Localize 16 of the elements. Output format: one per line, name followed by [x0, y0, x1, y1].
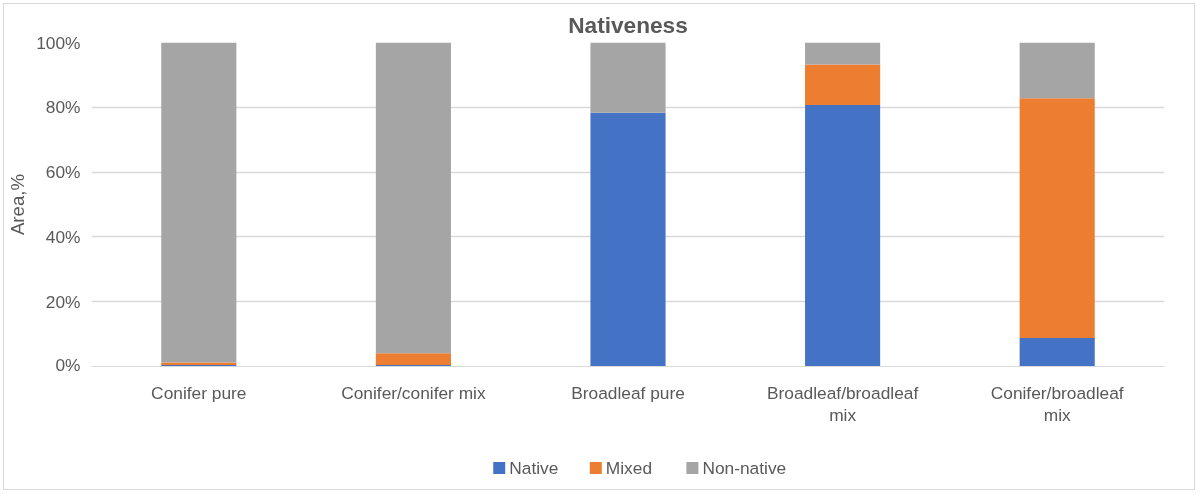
legend-label: Mixed	[605, 458, 653, 478]
y-tick-label: 20%	[45, 291, 81, 312]
y-tick-label: 100%	[36, 32, 81, 53]
y-tick-label: 40%	[45, 226, 81, 247]
x-tick-label: Broadleaf pure	[571, 382, 685, 403]
x-tick-label: Conifer/broadleaf mix	[990, 382, 1124, 425]
legend-label: Native	[509, 458, 559, 478]
y-axis-title: Area,%	[7, 173, 29, 236]
y-tick-label: 0%	[55, 354, 81, 375]
x-tick-label: Conifer/conifer mix	[341, 382, 486, 403]
x-tick-label: Broadleaf/broadleaf mix	[766, 382, 919, 425]
legend-label: Non-native	[702, 458, 787, 478]
y-tick-label: 80%	[45, 97, 81, 118]
chart-title: Nativeness	[568, 11, 688, 38]
x-tick-label: Conifer pure	[151, 382, 247, 403]
y-tick-label: 60%	[45, 162, 81, 183]
